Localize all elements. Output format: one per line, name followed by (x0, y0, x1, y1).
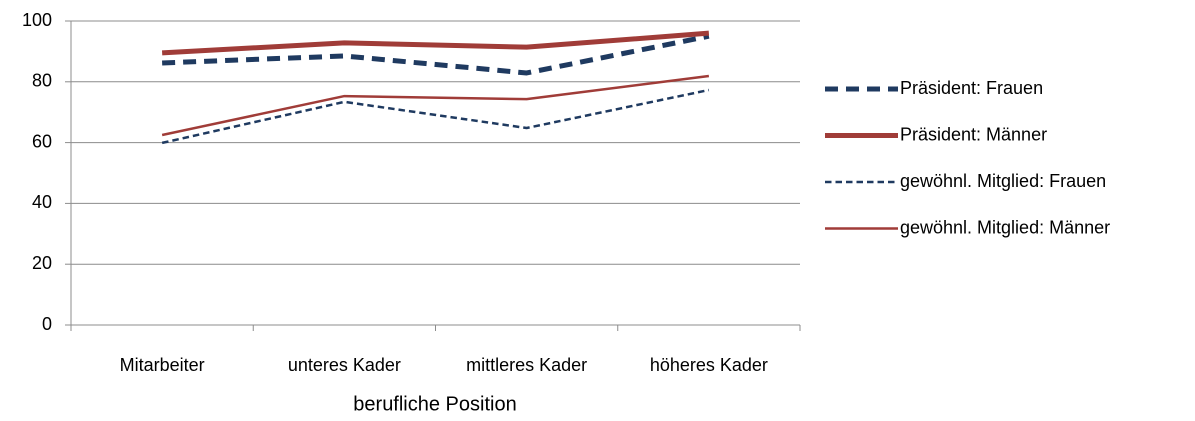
series-line (161, 74, 710, 137)
y-tick-label: 0 (42, 314, 52, 334)
series-line (161, 30, 710, 56)
x-tick-label: höheres Kader (650, 355, 768, 375)
series-line (161, 88, 710, 145)
y-tick-label: 60 (32, 131, 52, 151)
x-axis-label: berufliche Position (353, 393, 516, 415)
legend-label: gewöhnl. Mitglied: Männer (900, 217, 1110, 237)
legend-label: gewöhnl. Mitglied: Frauen (900, 171, 1106, 191)
y-tick-label: 20 (32, 253, 52, 273)
x-tick-label: unteres Kader (288, 355, 401, 375)
legend-label: Präsident: Männer (900, 124, 1047, 144)
y-tick-label: 80 (32, 71, 52, 91)
y-tick-label: 100 (22, 10, 52, 30)
x-tick-label: mittleres Kader (466, 355, 587, 375)
legend-label: Präsident: Frauen (900, 78, 1043, 98)
y-tick-label: 40 (32, 192, 52, 212)
series-line (162, 33, 710, 76)
x-tick-label: Mitarbeiter (120, 355, 205, 375)
